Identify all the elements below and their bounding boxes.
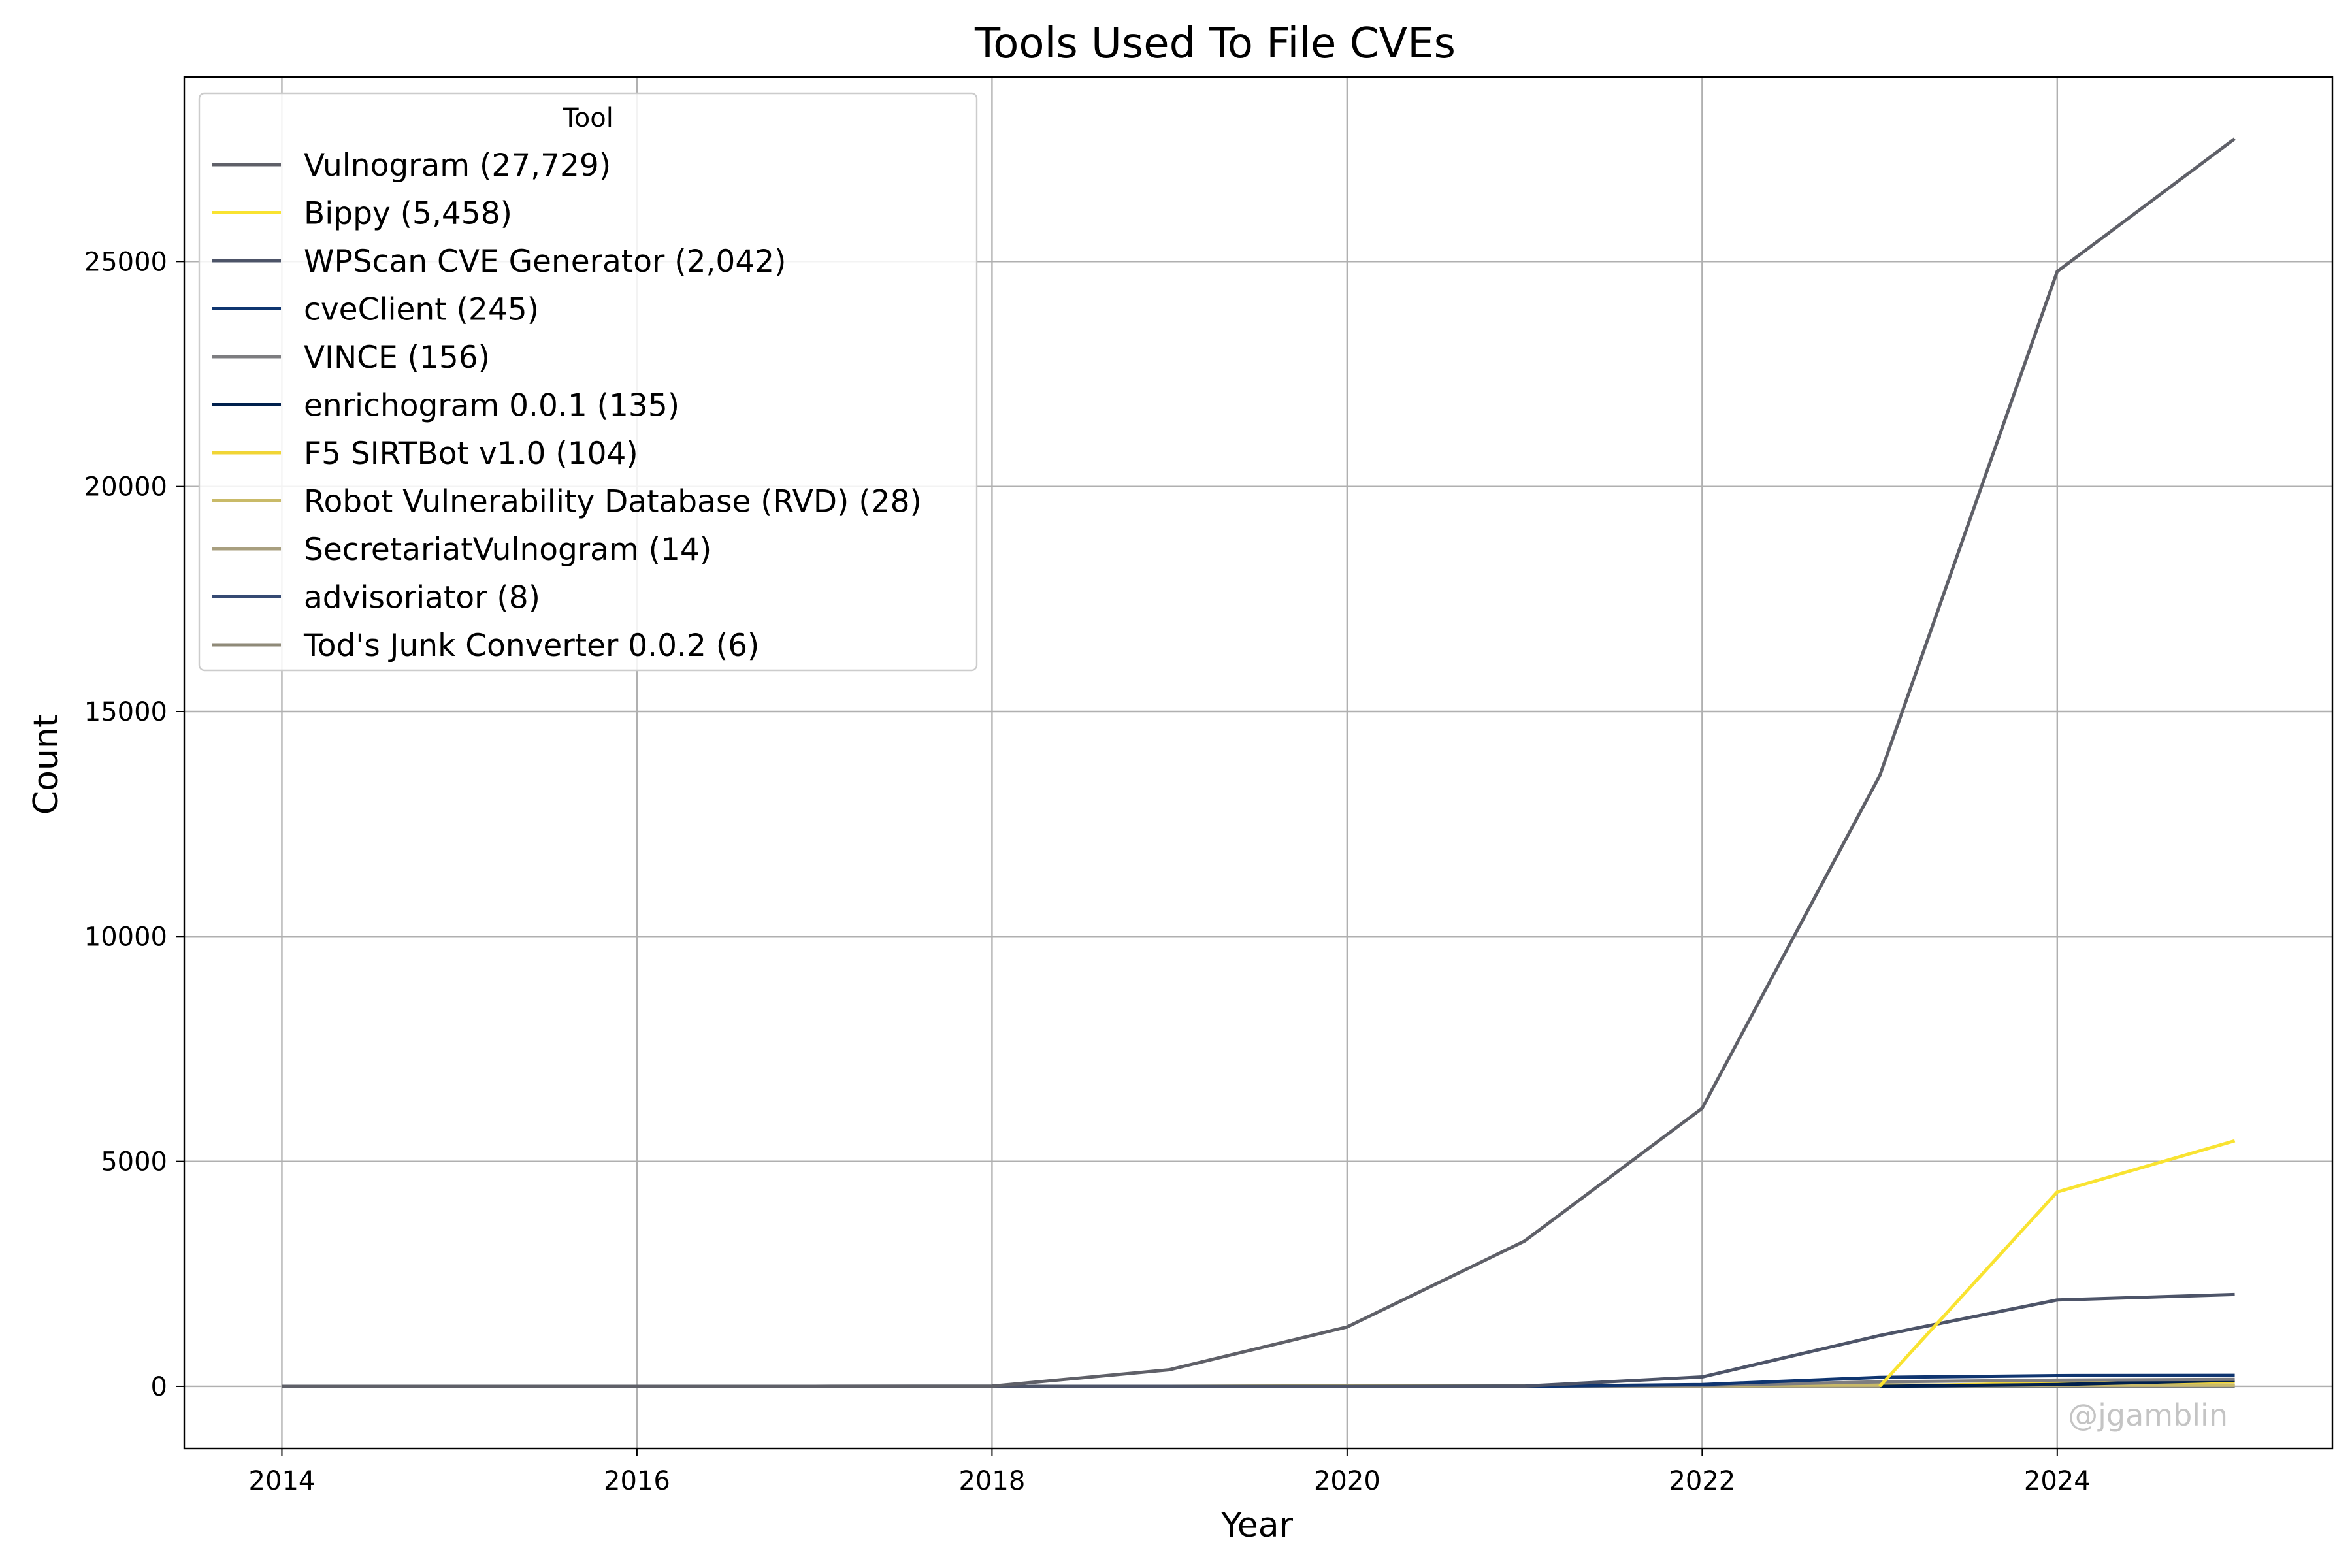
x-tick-label: 2018 xyxy=(958,1466,1025,1496)
legend-items: Vulnogram (27,729) Bippy (5,458) WPScan CV… xyxy=(212,148,922,664)
legend-label: Bippy (5,458) xyxy=(304,196,512,232)
y-tick-label: 5000 xyxy=(101,1147,167,1177)
y-tick-label: 25000 xyxy=(84,247,167,277)
x-axis-label: Year xyxy=(1220,1506,1294,1545)
watermark: @jgamblin xyxy=(2068,1397,2228,1433)
y-axis-label: Count xyxy=(27,714,66,815)
series-line xyxy=(282,1292,2235,1388)
y-axis-ticks: 0 5000 10000 15000 20000 25000 xyxy=(84,247,184,1402)
legend-title: Tool xyxy=(562,103,613,133)
x-tick-label: 2022 xyxy=(1669,1466,1735,1496)
legend-box xyxy=(198,92,978,672)
series-line xyxy=(1880,1379,2235,1388)
legend-label: advisoriator (8) xyxy=(304,580,540,616)
legend-item: advisoriator (8) xyxy=(212,580,540,616)
y-tick-label: 20000 xyxy=(84,472,167,502)
legend-item: Tod's Junk Converter 0.0.2 (6) xyxy=(212,628,759,664)
x-tick-label: 2024 xyxy=(2024,1466,2091,1496)
y-tick-label: 15000 xyxy=(84,697,167,727)
legend-item: cveClient (245) xyxy=(212,292,539,328)
x-tick-label: 2014 xyxy=(249,1466,316,1496)
x-axis-ticks: 2014 2016 2018 2020 2022 2024 xyxy=(249,1448,2091,1496)
series-lines xyxy=(282,137,2236,1388)
axes-frame xyxy=(183,76,2334,1450)
series-line xyxy=(282,137,2236,1388)
chart-title: Tools Used To File CVEs xyxy=(974,20,1456,68)
legend-label: SecretariatVulnogram (14) xyxy=(304,532,711,568)
legend-item: F5 SIRTBot v1.0 (104) xyxy=(212,436,638,472)
legend-label: cveClient (245) xyxy=(304,292,539,328)
legend-item: Robot Vulnerability Database (RVD) (28) xyxy=(212,484,922,520)
legend-label: VINCE (156) xyxy=(304,340,490,376)
legend-item: VINCE (156) xyxy=(212,340,490,376)
x-tick-label: 2020 xyxy=(1314,1466,1380,1496)
legend-label: Vulnogram (27,729) xyxy=(304,148,611,184)
legend: Tool Vulnogram (27,729) Bippy (5,458) WPSc… xyxy=(198,92,978,672)
y-tick-label: 0 xyxy=(151,1372,167,1402)
series-line xyxy=(1878,1139,2236,1388)
legend-item: Vulnogram (27,729) xyxy=(212,148,611,184)
legend-label: WPScan CVE Generator (2,042) xyxy=(304,244,786,280)
legend-item: enrichogram 0.0.1 (135) xyxy=(212,388,679,424)
x-tick-label: 2016 xyxy=(604,1466,670,1496)
legend-item: SecretariatVulnogram (14) xyxy=(212,532,711,568)
legend-label: enrichogram 0.0.1 (135) xyxy=(304,388,679,424)
legend-item: WPScan CVE Generator (2,042) xyxy=(212,244,786,280)
legend-item: Bippy (5,458) xyxy=(212,196,512,232)
legend-label: F5 SIRTBot v1.0 (104) xyxy=(304,436,638,472)
legend-label: Robot Vulnerability Database (RVD) (28) xyxy=(304,484,922,520)
y-tick-label: 10000 xyxy=(84,922,167,952)
legend-label: Tod's Junk Converter 0.0.2 (6) xyxy=(303,628,759,664)
